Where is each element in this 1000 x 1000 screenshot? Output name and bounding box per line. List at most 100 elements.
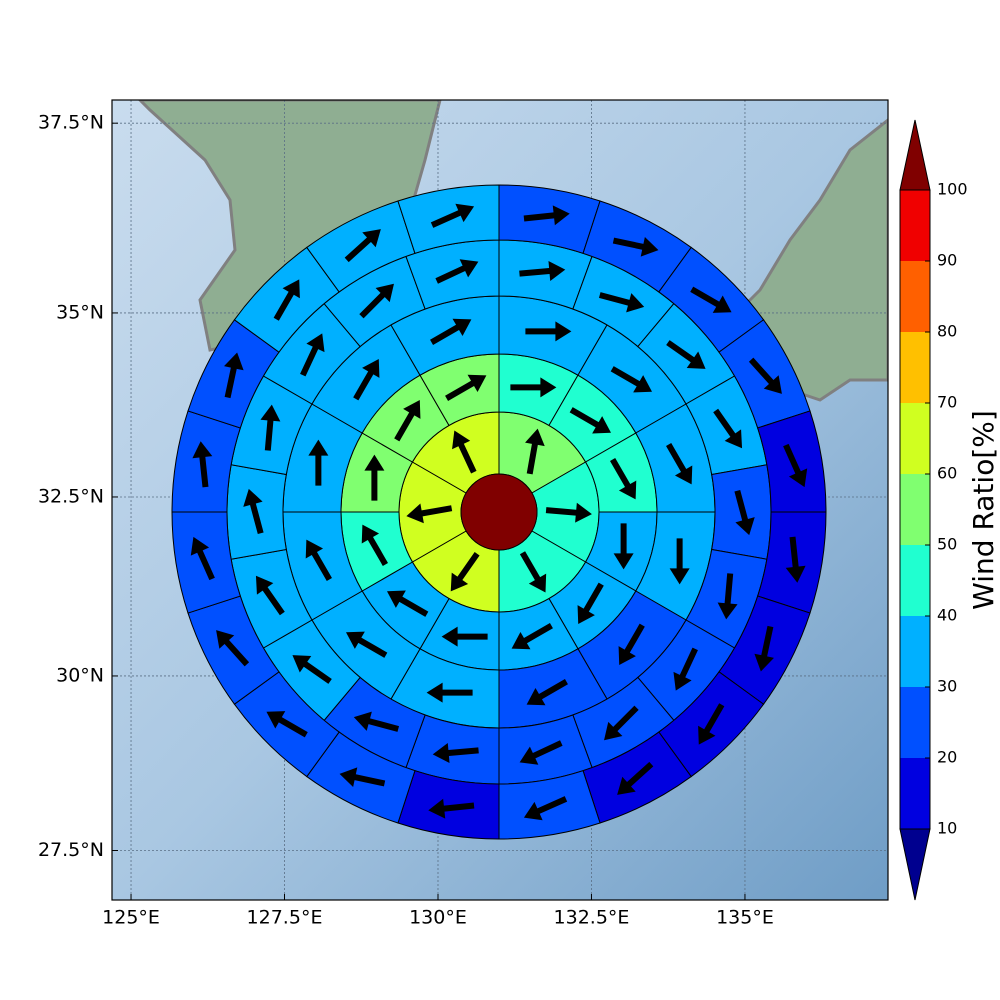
colorbar-bin	[900, 403, 930, 474]
colorbar-bin	[900, 474, 930, 545]
colorbar-bin	[900, 332, 930, 403]
wind-arrow	[785, 536, 806, 583]
wind-arrow	[510, 377, 557, 398]
colorbar-bin	[900, 616, 930, 687]
wind-arrow	[610, 458, 637, 500]
wind-arrow	[445, 374, 487, 401]
wind-arrow	[345, 631, 388, 658]
x-tick-label: 127.5°E	[247, 907, 323, 929]
colorbar-tick-label: 30	[937, 677, 957, 696]
wind-arrow	[452, 430, 477, 474]
wind-arrow	[192, 441, 213, 488]
colorbar-tick-label: 100	[937, 180, 968, 199]
wind-diagram	[171, 184, 827, 840]
wind-arrow	[435, 259, 479, 284]
colorbar-tick-label: 40	[937, 606, 957, 625]
wind-arrow	[511, 623, 553, 650]
wind-arrow	[359, 283, 394, 319]
wind-arrow	[613, 523, 634, 570]
wind-arrow	[698, 703, 725, 745]
wind-arrow	[612, 237, 659, 257]
colorbar: 10 20 30 40 50 60 70 80 90 100	[899, 119, 968, 901]
wind-arrow	[406, 503, 453, 524]
wind-arrow	[339, 767, 386, 787]
y-tick-label: 30°N	[56, 664, 104, 686]
colorbar-label: Wind Ratio[%]	[967, 410, 1000, 610]
y-tick-label: 35°N	[56, 301, 104, 323]
wind-arrow	[525, 428, 545, 475]
wind-arrow	[300, 333, 325, 377]
colorbar-bin	[900, 261, 930, 332]
colorbar-extend-bottom	[899, 828, 931, 901]
wind-arrow	[430, 203, 475, 228]
wind-arrow	[545, 502, 592, 523]
wind-arrow	[430, 318, 472, 345]
wind-arrow	[666, 443, 693, 485]
wind-arrow	[598, 292, 645, 313]
wind-arrow	[255, 575, 285, 616]
wind-arrow	[353, 711, 400, 732]
plot-frame	[111, 99, 889, 901]
wind-arrow	[344, 229, 381, 263]
wind-arrow	[432, 743, 479, 763]
wind-arrow	[428, 798, 475, 819]
y-tick-label: 27.5°N	[38, 839, 104, 861]
colorbar-bin	[900, 758, 930, 829]
wind-arrow	[308, 439, 329, 486]
wind-arrow	[273, 279, 300, 321]
wind-arrow	[523, 796, 568, 821]
wind-arrow	[526, 679, 568, 706]
wind-arrow	[519, 551, 547, 593]
wind-arrow	[190, 536, 215, 581]
wind-arrow	[717, 573, 738, 620]
wind-arrow	[441, 626, 488, 647]
wind-arrow	[754, 625, 774, 672]
colorbar-tick-label: 70	[937, 393, 957, 412]
axes: 125°E 127.5°E 130°E 132.5°E 135°E 27.5°N 30°N 3…	[38, 112, 774, 929]
wind-arrow	[618, 623, 645, 666]
wind-arrow	[713, 408, 743, 449]
wind-arrow	[243, 488, 264, 535]
wind-arrow	[394, 399, 421, 442]
wind-arrow	[260, 404, 281, 451]
colorbar-frame	[899, 189, 931, 830]
colorbar-bin	[900, 687, 930, 758]
wind-arrow	[673, 647, 698, 691]
colorbar-bin	[900, 545, 930, 616]
wind-arrow	[224, 352, 244, 399]
wind-arrow	[266, 711, 308, 738]
colorbar-tick-label: 80	[937, 322, 957, 341]
wind-arrow	[305, 539, 332, 581]
y-tick-label: 37.5°N	[38, 112, 104, 134]
wind-arrow	[604, 705, 639, 741]
colorbar-tick-label: 60	[937, 464, 957, 483]
wind-arrow	[353, 358, 380, 401]
colorbar-bin	[900, 190, 930, 261]
colorbar-tick-label: 20	[937, 748, 957, 767]
wind-arrow	[610, 366, 653, 393]
wind-arrow	[577, 582, 604, 625]
y-tick-label: 32.5°N	[38, 485, 104, 507]
x-tick-label: 135°E	[716, 907, 774, 929]
colorbar-tick-label: 50	[937, 535, 957, 554]
wind-arrow	[292, 655, 332, 684]
wind-arrow	[783, 443, 808, 488]
wind-arrow	[426, 682, 473, 703]
wind-arrow	[519, 740, 563, 765]
colorbar-tick-label: 90	[937, 251, 957, 270]
wind-arrow	[669, 538, 690, 585]
wind-arrow	[386, 590, 429, 617]
wind-arrow	[666, 340, 706, 369]
wind-arrow	[748, 357, 782, 394]
colorbar-tick-label: 10	[937, 819, 957, 838]
wind-arrow	[361, 524, 388, 566]
colorbar-extend-top	[899, 119, 931, 191]
wind-arrow	[734, 489, 755, 536]
wind-arrow	[519, 261, 566, 281]
wind-arrow	[364, 454, 385, 501]
wind-arrow	[690, 286, 732, 313]
wind-arrow	[216, 630, 250, 667]
x-tick-label: 132.5°E	[554, 907, 630, 929]
